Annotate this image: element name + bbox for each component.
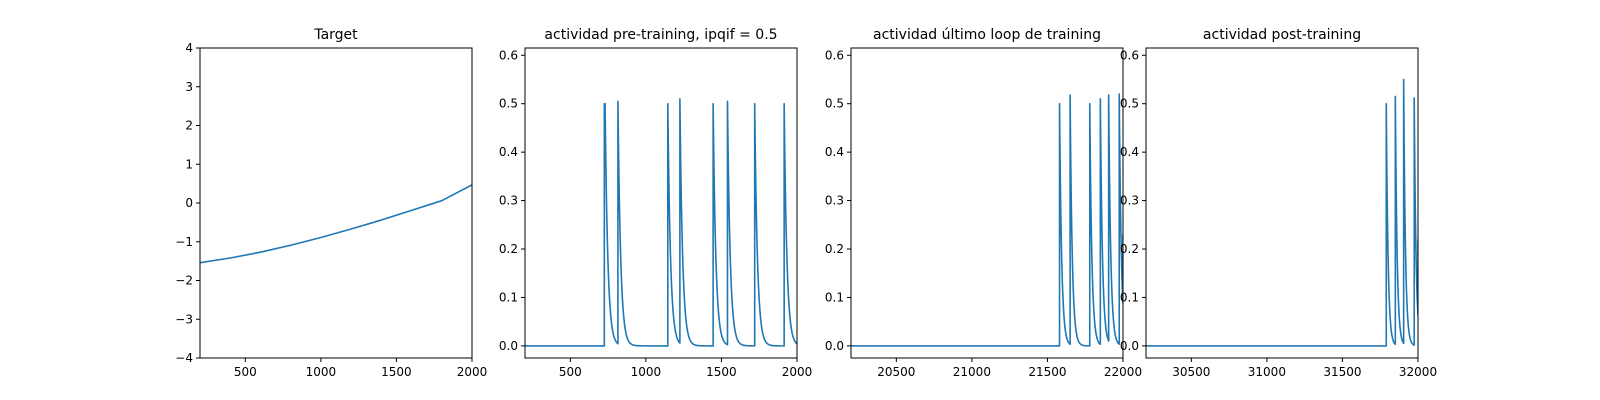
panel-4: 30500 31000 31500 32000 0.0 0.1 0.2 0.3 0.4 0.5 0.…: [1120, 27, 1437, 379]
y-tick-label: 0.0: [499, 339, 518, 353]
y-tick-label: −4: [175, 351, 193, 365]
y-tick-label: 0.5: [499, 97, 518, 111]
x-tick-label: 1500: [381, 365, 412, 379]
x-tick-label: 500: [234, 365, 257, 379]
series-line-3-1: [851, 93, 1123, 347]
x-tick-label: 21500: [1028, 365, 1066, 379]
x-tick-label: 1000: [306, 365, 337, 379]
y-tick-label: 0.5: [1120, 97, 1139, 111]
y-tick-label: 0.2: [825, 242, 844, 256]
x-tick-label: 31500: [1323, 365, 1361, 379]
x-tick-label: 1000: [631, 365, 662, 379]
y-tick-label: 4: [185, 41, 193, 55]
x-tick-label: 22000: [1104, 365, 1142, 379]
panel-1: 500 1000 1500 2000 −4 −3 −2 −1 0 1 2 3 4 Target: [175, 27, 487, 379]
x-tick-label: 30500: [1172, 365, 1210, 379]
y-tick-label: 0.4: [499, 145, 518, 159]
y-tick-label: 0.0: [825, 339, 844, 353]
y-tick-label: 0.1: [825, 290, 844, 304]
y-tick-label: −3: [175, 312, 193, 326]
y-tick-label: 0.2: [1120, 242, 1139, 256]
y-tick-label: −1: [175, 235, 193, 249]
x-tick-label: 2000: [457, 365, 488, 379]
x-tick-label: 1500: [706, 365, 737, 379]
series-line-1-1: [200, 184, 472, 264]
y-tick-label: 0.1: [499, 290, 518, 304]
y-tick-label: 0.6: [499, 48, 518, 62]
y-tick-label: 0.3: [825, 194, 844, 208]
y-tick-label: 0.4: [825, 145, 844, 159]
chart-title: actividad pre-training, ipqif = 0.5: [544, 27, 777, 43]
panel-2: 500 1000 1500 2000 0.0 0.1 0.2 0.3 0.4 0.5 0.6 acti…: [499, 27, 812, 379]
y-tick-label: 0.3: [1120, 194, 1139, 208]
x-tick-label: 21000: [953, 365, 991, 379]
y-tick-label: 3: [185, 80, 193, 94]
panels: 500 1000 1500 2000 −4 −3 −2 −1 0 1 2 3 4 Target 500 100…: [175, 27, 1437, 379]
axes-frame: [524, 47, 798, 359]
chart-title: actividad último loop de training: [873, 27, 1101, 43]
chart-title: actividad post-training: [1203, 27, 1361, 43]
series-line-2-1: [525, 98, 797, 347]
x-tick-label: 31000: [1248, 365, 1286, 379]
x-tick-label: 2000: [782, 365, 813, 379]
panel-3: 20500 21000 21500 22000 0.0 0.1 0.2 0.3 0.4 0.5 0.…: [825, 27, 1142, 379]
y-tick-label: −2: [175, 274, 193, 288]
y-tick-label: 0.2: [499, 242, 518, 256]
y-tick-label: 2: [185, 119, 193, 133]
x-tick-label: 500: [559, 365, 582, 379]
axes-frame: [1145, 47, 1419, 359]
y-tick-label: 0.4: [1120, 145, 1139, 159]
y-tick-label: 1: [185, 157, 193, 171]
y-tick-label: 0.6: [825, 48, 844, 62]
x-tick-label: 20500: [877, 365, 915, 379]
y-tick-label: 0.5: [825, 97, 844, 111]
y-tick-label: 0.6: [1120, 48, 1139, 62]
y-tick-label: 0.1: [1120, 290, 1139, 304]
series-line-4-1: [1146, 78, 1418, 347]
y-tick-label: 0: [185, 196, 193, 210]
axes-frame: [850, 47, 1124, 359]
chart-title: Target: [313, 27, 358, 43]
x-tick-label: 32000: [1399, 365, 1437, 379]
y-tick-label: 0.0: [1120, 339, 1139, 353]
y-tick-label: 0.3: [499, 194, 518, 208]
